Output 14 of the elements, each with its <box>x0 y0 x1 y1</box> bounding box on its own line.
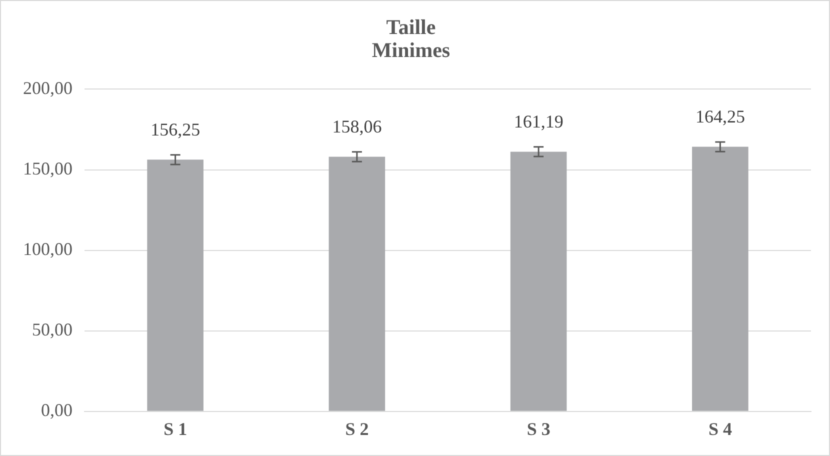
y-tick-label: 50,00 <box>32 320 72 340</box>
x-tick-label: S 3 <box>526 418 550 439</box>
chart-title: Taille Minimes <box>372 14 450 62</box>
y-tick-label: 200,00 <box>23 78 72 98</box>
x-tick-label: S 1 <box>164 418 188 439</box>
data-label: 164,25 <box>695 106 745 127</box>
data-label: 158,06 <box>332 116 382 136</box>
data-label: 156,25 <box>150 119 200 140</box>
y-tick-label: 0,00 <box>41 400 72 420</box>
x-tick-label: S 2 <box>345 418 369 439</box>
data-label: 161,19 <box>514 111 564 132</box>
x-tick-label: S 4 <box>708 418 732 439</box>
y-tick-label: 100,00 <box>23 239 72 260</box>
y-tick-label: 150,00 <box>23 158 72 178</box>
